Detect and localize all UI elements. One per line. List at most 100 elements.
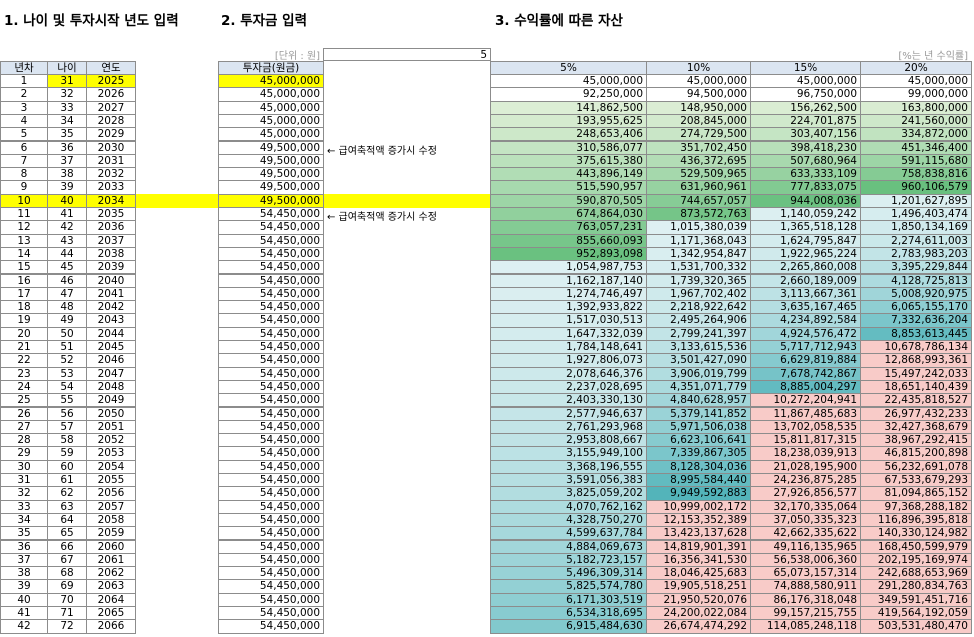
return-cell: 4,351,071,779: [646, 379, 751, 395]
return-cell: 4,070,762,162: [490, 499, 647, 514]
input-cell: 54,450,000: [218, 340, 324, 355]
input-cell: 49,500,000: [218, 140, 324, 155]
input-cell: 2047: [86, 366, 136, 381]
return-cell: 18,238,039,913: [750, 446, 861, 461]
input-cell: 39: [47, 180, 87, 195]
input-cell: 54,450,000: [218, 526, 324, 541]
return-cell: 4,924,576,472: [750, 326, 861, 341]
return-cell: 6,534,318,695: [490, 606, 647, 621]
input-cell: 12: [0, 220, 48, 235]
input-cell: 54,450,000: [218, 260, 324, 275]
input-cell: 45,000,000: [218, 100, 324, 115]
input-cell: 32: [0, 486, 48, 501]
return-cell: 674,864,030: [490, 207, 647, 222]
input-cell: 2036: [86, 220, 136, 235]
input-cell: 2057: [86, 499, 136, 514]
input-cell: 19: [0, 313, 48, 328]
input-cell: 4: [0, 113, 48, 129]
input-cell: 2033: [86, 180, 136, 195]
return-cell: 3,635,167,465: [750, 300, 861, 315]
input-cell: 44: [47, 246, 87, 262]
return-cell: 1,171,368,043: [646, 233, 751, 248]
return-cell: 3,113,667,361: [750, 286, 861, 302]
input-cell: 54,450,000: [218, 207, 324, 222]
return-cell: 590,870,505: [490, 193, 647, 208]
return-cell: 92,250,000: [490, 87, 647, 102]
input-cell: 52: [47, 353, 87, 368]
return-cell: 1,274,746,497: [490, 286, 647, 302]
input-cell: 54,450,000: [218, 486, 324, 501]
return-cell: 26,674,474,292: [646, 619, 751, 634]
input-cell: 35: [0, 526, 48, 541]
input-cell: 2025: [86, 74, 136, 89]
return-cell: 24,236,875,285: [750, 473, 861, 488]
return-cell: 1,365,518,128: [750, 220, 861, 235]
input-cell: 54,450,000: [218, 552, 324, 568]
return-cell: 855,660,093: [490, 233, 647, 248]
input-cell: 36: [47, 140, 87, 155]
return-cell: 21,028,195,900: [750, 459, 861, 474]
return-cell: 1,392,933,822: [490, 300, 647, 315]
return-cell: 3,395,229,844: [860, 260, 972, 275]
return-cell: 503,531,480,470: [860, 619, 972, 634]
return-cell: 13,423,137,628: [646, 526, 751, 541]
input-cell: 45,000,000: [218, 87, 324, 102]
return-cell: 3,133,615,536: [646, 340, 751, 355]
return-cell: 45,000,000: [750, 74, 861, 89]
input-cell: 28: [0, 433, 48, 448]
return-cell: 45,000,000: [646, 74, 751, 89]
input-cell: 38: [47, 167, 87, 182]
input-cell: 9: [0, 180, 48, 195]
input-cell: 63: [47, 499, 87, 514]
input-cell: 49,500,000: [218, 193, 324, 208]
input-cell: 2060: [86, 539, 136, 554]
return-cell: 4,840,628,957: [646, 393, 751, 408]
input-cell: 2056: [86, 486, 136, 501]
return-cell: 163,800,000: [860, 100, 972, 115]
input-cell: 2043: [86, 313, 136, 328]
input-cell: 48: [47, 300, 87, 315]
return-cell: 7,678,742,867: [750, 366, 861, 381]
return-cell: 1,922,965,224: [750, 246, 861, 262]
return-cell: 1,624,795,847: [750, 233, 861, 248]
input-cell: 60: [47, 459, 87, 474]
input-cell: 54,450,000: [218, 446, 324, 461]
return-cell: 14,819,901,391: [646, 539, 751, 554]
return-cell: 6,065,155,170: [860, 300, 972, 315]
return-cell: 873,572,763: [646, 207, 751, 222]
return-cell: 1,647,332,039: [490, 326, 647, 341]
input-cell: 47: [47, 286, 87, 302]
input-cell[interactable]: 5: [323, 48, 491, 61]
return-cell: 148,950,000: [646, 100, 751, 115]
return-cell: 2,761,293,968: [490, 419, 647, 435]
input-cell: 14: [0, 246, 48, 262]
input-cell: 54,450,000: [218, 566, 324, 581]
return-cell: 74,888,580,911: [750, 579, 861, 594]
return-cell: 140,330,124,982: [860, 526, 972, 541]
input-cell: 29: [0, 446, 48, 461]
return-cell: 18,046,425,683: [646, 566, 751, 581]
return-cell: 116,896,395,818: [860, 512, 972, 528]
return-cell: 6,623,106,641: [646, 433, 751, 448]
return-cell: 10,272,204,941: [750, 393, 861, 408]
input-cell: 54,450,000: [218, 579, 324, 594]
input-cell: 40: [0, 592, 48, 607]
return-cell: 193,955,625: [490, 113, 647, 129]
input-cell: 62: [47, 486, 87, 501]
section-title: 3. 수익률에 따른 자산: [495, 13, 623, 29]
input-cell: 2040: [86, 273, 136, 288]
input-cell: 54,450,000: [218, 326, 324, 341]
input-cell: 2065: [86, 606, 136, 621]
return-cell: 1,162,187,140: [490, 273, 647, 288]
input-cell: 2046: [86, 353, 136, 368]
return-cell: 1,739,320,365: [646, 273, 751, 288]
return-cell: 1,140,059,242: [750, 207, 861, 222]
return-cell: 11,867,485,683: [750, 406, 861, 421]
return-cell: 777,833,075: [750, 180, 861, 195]
input-cell: 13: [0, 233, 48, 248]
return-cell: 32,170,335,064: [750, 499, 861, 514]
input-cell: 35: [47, 127, 87, 142]
return-cell: 515,590,957: [490, 180, 647, 195]
return-cell: 351,702,450: [646, 140, 751, 155]
